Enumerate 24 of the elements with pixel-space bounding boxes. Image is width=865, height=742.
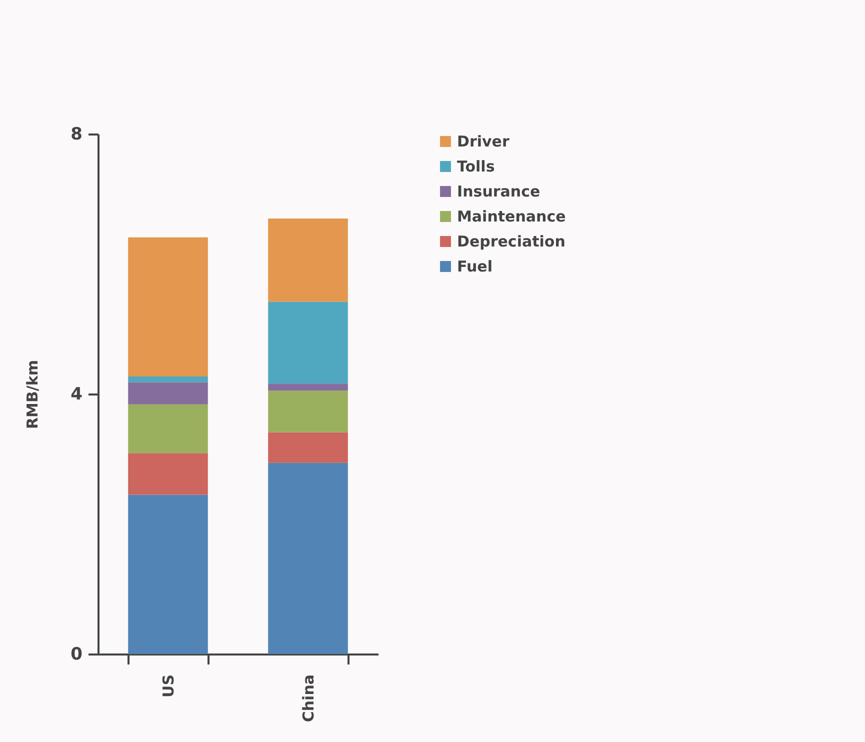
y-tick-label: 0 [70,644,83,664]
x-tick-label: US [160,674,178,698]
legend-label: Driver [457,132,510,150]
bar [268,384,348,391]
bar [128,453,208,495]
bar [268,432,348,463]
legend-label: Maintenance [457,208,566,226]
bar [128,404,208,454]
legend-label: Fuel [457,258,492,276]
bar [128,382,208,404]
bar [268,462,348,654]
y-axis-title: RMB/km [24,360,42,429]
bar [128,376,208,382]
bar [268,302,348,384]
y-tick-label: 8 [70,124,82,144]
x-tick-label: China [300,674,318,722]
legend-label: Tolls [457,158,495,176]
bar [268,218,348,302]
legend-label: Insurance [457,182,540,200]
bar [268,390,348,432]
bar [128,494,208,654]
bar [128,237,208,376]
y-tick-label: 4 [70,384,83,404]
legend-label: Depreciation [457,232,566,250]
